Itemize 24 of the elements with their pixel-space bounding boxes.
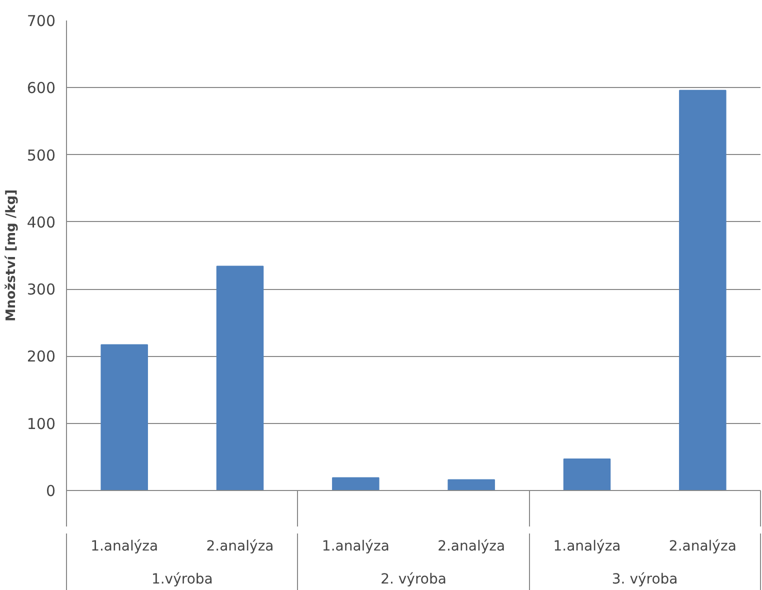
bar	[100, 344, 148, 490]
y-tick-label: 700	[26, 12, 56, 30]
y-tick-label: 600	[26, 79, 56, 98]
text: 2. výroba	[380, 572, 446, 588]
bar	[448, 479, 495, 490]
x-tick-label: 1.analýza	[322, 538, 390, 554]
y-axis-title: Množství [mg /kg]	[4, 189, 19, 322]
y-tick-label: 400	[26, 213, 56, 232]
bar	[679, 90, 726, 490]
y-tick-label: 500	[26, 146, 56, 164]
y-tick-label: 0	[46, 482, 56, 500]
y-tick-label: 100	[26, 414, 56, 433]
y-tick-label: 200	[26, 348, 56, 366]
bar	[332, 477, 380, 490]
text: 1.výroba	[151, 572, 213, 588]
text: 3. výroba	[612, 572, 678, 588]
x-tick-label: 1.analýza	[90, 538, 158, 554]
x-tick-label: 2.analýza	[206, 538, 274, 554]
bar	[216, 266, 264, 490]
x-tick-label: 2.analýza	[438, 538, 506, 554]
y-tick-label: 300	[26, 280, 56, 299]
x-tick-label: 2.analýza	[668, 538, 736, 554]
bar	[563, 458, 611, 490]
x-tick-label: 1.analýza	[553, 538, 621, 554]
